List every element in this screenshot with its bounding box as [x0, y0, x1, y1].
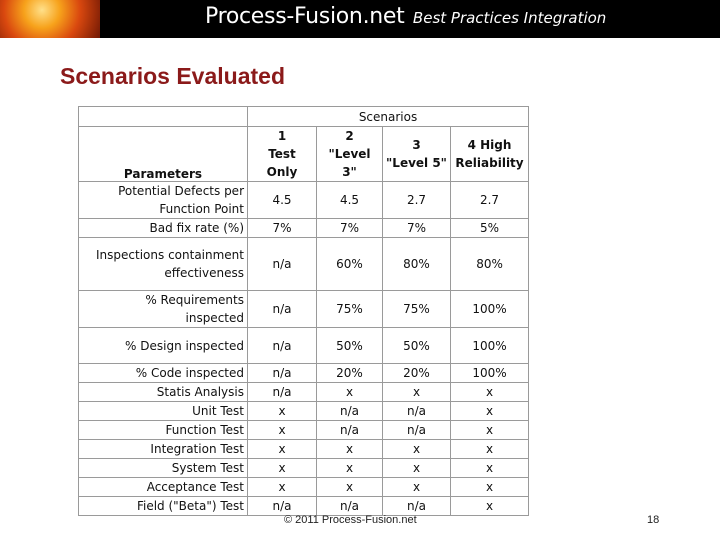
page-number: 18	[647, 514, 660, 526]
table-cell: n/a	[247, 327, 317, 364]
parameter-label: Integration Test	[78, 439, 248, 459]
table-cell: 20%	[316, 363, 383, 383]
table-row: Bad fix rate (%) 7% 7% 7% 5%	[78, 218, 530, 238]
table-cell: n/a	[316, 420, 383, 440]
column-header: 3 "Level 5"	[382, 126, 451, 182]
table-cell: n/a	[247, 290, 317, 328]
parameters-header: Parameters	[78, 126, 248, 182]
scenarios-group-header: Scenarios	[246, 106, 530, 127]
corner-cell	[78, 106, 248, 127]
table-cell: n/a	[382, 401, 451, 421]
brand-tagline: Best Practices Integration	[412, 9, 607, 27]
table-cell: 2.7	[382, 181, 451, 219]
table-cell: x	[247, 439, 317, 459]
parameter-label: Potential Defects per Function Point	[78, 181, 248, 219]
parameter-label: Bad fix rate (%)	[78, 218, 248, 238]
column-header: 2 "Level 3"	[316, 126, 383, 182]
table-cell: x	[247, 401, 317, 421]
table-cell: 7%	[316, 218, 383, 238]
table-cell: x	[382, 477, 451, 497]
slide-title: Scenarios Evaluated	[60, 63, 285, 89]
table-cell: x	[316, 439, 383, 459]
table-cell: x	[316, 382, 383, 402]
table-cell: n/a	[382, 496, 451, 516]
table-cell: 80%	[382, 237, 451, 291]
table-cell: 50%	[382, 327, 451, 364]
column-header: 4 High Reliability	[449, 126, 530, 182]
table-row: Integration Test x x x x	[78, 439, 530, 459]
parameter-label: % Code inspected	[78, 363, 248, 383]
brand: Process-Fusion.net Best Practices Integr…	[205, 4, 606, 29]
table-row: Inspections containment effectiveness n/a…	[78, 237, 530, 291]
table-row: Unit Test x n/a n/a x	[78, 401, 530, 421]
parameter-label: % Design inspected	[78, 327, 248, 364]
table-cell: 20%	[382, 363, 451, 383]
table-cell: x	[382, 458, 451, 478]
parameter-label: Unit Test	[78, 401, 248, 421]
table-row: Acceptance Test x x x x	[78, 477, 530, 497]
table-cell: x	[247, 420, 317, 440]
table-cell: n/a	[247, 382, 317, 402]
table-cell: n/a	[247, 237, 317, 291]
table-cell: 100%	[449, 290, 530, 328]
table-cell: 60%	[316, 237, 383, 291]
table-cell: 100%	[449, 363, 530, 383]
table-cell: x	[449, 439, 530, 459]
scenarios-table: Scenarios Parameters 1 Test Only 2 "Leve…	[78, 106, 530, 516]
parameter-label: % Requirements inspected	[78, 290, 248, 328]
table-row: % Design inspected n/a 50% 50% 100%	[78, 327, 530, 364]
table-cell: n/a	[316, 401, 383, 421]
parameter-label: Statis Analysis	[78, 382, 248, 402]
table-row: Function Test x n/a n/a x	[78, 420, 530, 440]
table-cell: 75%	[316, 290, 383, 328]
table-cell: n/a	[247, 496, 317, 516]
parameter-label: Field ("Beta") Test	[78, 496, 248, 516]
table-cell: x	[449, 420, 530, 440]
table-cell: x	[449, 382, 530, 402]
table-cell: 4.5	[316, 181, 383, 219]
table-cell: 2.7	[449, 181, 530, 219]
column-header: 1 Test Only	[247, 126, 317, 182]
table-row: % Requirements inspected n/a 75% 75% 100%	[78, 290, 530, 328]
table-cell: x	[316, 477, 383, 497]
table-cell: x	[247, 477, 317, 497]
table-cell: 4.5	[247, 181, 317, 219]
table-cell: x	[316, 458, 383, 478]
table-row: System Test x x x x	[78, 458, 530, 478]
brand-name: Process-Fusion.net	[205, 4, 405, 29]
table-cell: x	[449, 401, 530, 421]
header-banner: Process-Fusion.net Best Practices Integr…	[0, 0, 720, 38]
table-cell: x	[247, 458, 317, 478]
table-cell: 7%	[382, 218, 451, 238]
table-row: Field ("Beta") Test n/a n/a n/a x	[78, 496, 530, 516]
table-cell: x	[382, 382, 451, 402]
table-cell: 7%	[247, 218, 317, 238]
table-cell: n/a	[247, 363, 317, 383]
table-cell: 5%	[449, 218, 530, 238]
sun-logo-image	[0, 0, 100, 38]
table-row: % Code inspected n/a 20% 20% 100%	[78, 363, 530, 383]
parameter-label: Acceptance Test	[78, 477, 248, 497]
parameter-label: Function Test	[78, 420, 248, 440]
table-cell: n/a	[382, 420, 451, 440]
table-row: Potential Defects per Function Point 4.5 4…	[78, 181, 530, 219]
table-cell: n/a	[316, 496, 383, 516]
table-cell: x	[382, 439, 451, 459]
table-cell: 50%	[316, 327, 383, 364]
parameter-label: Inspections containment effectiveness	[78, 237, 248, 291]
table-cell: x	[449, 477, 530, 497]
table-cell: 100%	[449, 327, 530, 364]
copyright-text: © 2011 Process-Fusion.net	[284, 514, 417, 526]
table-cell: 80%	[449, 237, 530, 291]
table-cell: x	[449, 458, 530, 478]
parameter-label: System Test	[78, 458, 248, 478]
table-cell: 75%	[382, 290, 451, 328]
table-cell: x	[449, 496, 530, 516]
scenarios-table-container: Scenarios Parameters 1 Test Only 2 "Leve…	[78, 106, 530, 516]
table-row: Statis Analysis n/a x x x	[78, 382, 530, 402]
